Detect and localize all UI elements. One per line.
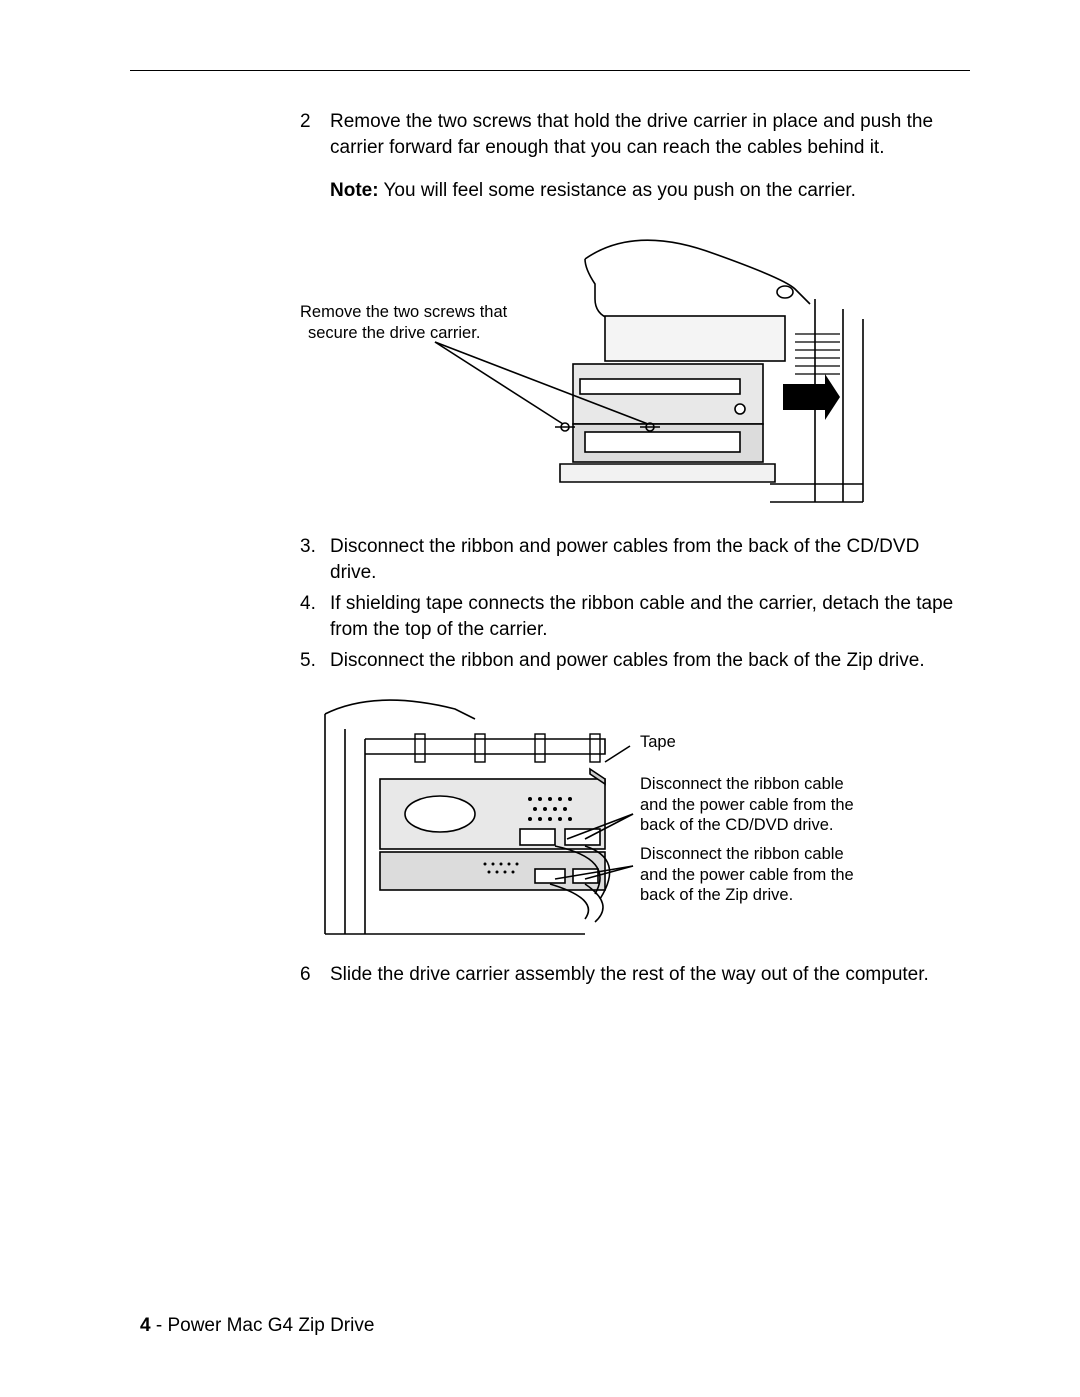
step-number: 2 (300, 109, 330, 160)
step-text: Disconnect the ribbon and power cables f… (330, 648, 960, 674)
figure-1-svg (285, 224, 945, 514)
step-5: 5. Disconnect the ribbon and power cable… (300, 648, 960, 674)
figure-2-label-zip: Disconnect the ribbon cable and the powe… (640, 844, 854, 906)
top-rule (130, 70, 970, 71)
footer: 4 - Power Mac G4 Zip Drive (140, 1315, 374, 1337)
note-text: You will feel some resistance as you pus… (379, 180, 856, 201)
figure-2: Tape Disconnect the ribbon cable and the… (285, 684, 960, 944)
figure-2-label-zip-l2: and the power cable from the (640, 865, 854, 886)
note-row: Note: You will feel some resistance as y… (330, 178, 960, 204)
figure-2-label-zip-l1: Disconnect the ribbon cable (640, 844, 854, 865)
figure-1-caption-line1: Remove the two screws that (300, 302, 507, 323)
step-number: 5. (300, 648, 330, 674)
step-text: Disconnect the ribbon and power cables f… (330, 534, 960, 585)
page: 2 Remove the two screws that hold the dr… (0, 0, 1080, 1397)
step-text: Remove the two screws that hold the driv… (330, 109, 960, 160)
step-number: 3. (300, 534, 330, 585)
page-number: 4 (140, 1315, 151, 1336)
step-4: 4. If shielding tape connects the ribbon… (300, 591, 960, 642)
figure-2-label-cd-l2: and the power cable from the (640, 795, 854, 816)
step-6: 6 Slide the drive carrier assembly the r… (300, 962, 960, 988)
step-2: 2 Remove the two screws that hold the dr… (300, 109, 960, 160)
step-text: If shielding tape connects the ribbon ca… (330, 591, 960, 642)
step-3: 3. Disconnect the ribbon and power cable… (300, 534, 960, 585)
figure-2-label-cd: Disconnect the ribbon cable and the powe… (640, 774, 854, 836)
step-number: 4. (300, 591, 330, 642)
figure-1-caption-line2: secure the drive carrier. (300, 323, 507, 344)
figure-1: Remove the two screws that secure the dr… (285, 224, 960, 514)
step-text: Slide the drive carrier assembly the res… (330, 962, 960, 988)
figure-2-label-zip-l3: back of the Zip drive. (640, 885, 854, 906)
figure-2-label-tape: Tape (640, 732, 676, 753)
figure-2-label-cd-l1: Disconnect the ribbon cable (640, 774, 854, 795)
figure-1-caption: Remove the two screws that secure the dr… (300, 302, 507, 343)
note-label: Note: (330, 180, 379, 201)
footer-title: Power Mac G4 Zip Drive (167, 1315, 374, 1336)
footer-sep: - (151, 1315, 168, 1336)
content-area: 2 Remove the two screws that hold the dr… (300, 109, 960, 988)
step-number: 6 (300, 962, 330, 988)
figure-2-label-cd-l3: back of the CD/DVD drive. (640, 815, 854, 836)
